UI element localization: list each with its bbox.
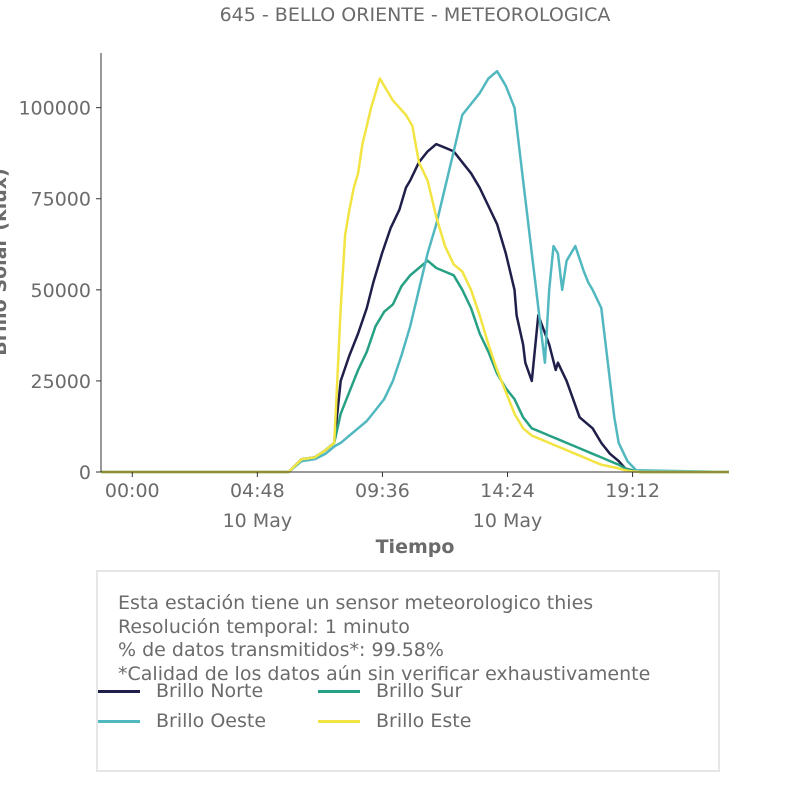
x-tick-label: 04:48 (230, 480, 285, 502)
chart-title: 645 - BELLO ORIENTE - METEOROLOGICA (220, 4, 611, 26)
legend-item-norte: Brillo Norte (98, 680, 263, 702)
x-tick-label: 19:12 (605, 480, 660, 502)
y-tick-label: 100000 (18, 98, 91, 120)
info-line-transmitted: % de datos transmitidos*: 99.58% (118, 639, 444, 661)
legend-swatch-este (318, 719, 360, 723)
info-line-sensor: Esta estación tiene un sensor meteorolog… (118, 592, 594, 614)
x-axis: 00:00 04:48 10 May 09:36 14:24 10 May 19:12 (101, 471, 729, 532)
legend-swatch-sur (318, 689, 360, 693)
chart: 645 - BELLO ORIENTE - METEOROLOGICA 0 250… (0, 4, 730, 558)
info-line-resolution: Resolución temporal: 1 minuto (118, 616, 410, 638)
legend-label-oeste: Brillo Oeste (156, 710, 267, 732)
legend-swatch-norte (98, 689, 140, 693)
x-axis-title: Tiempo (376, 536, 455, 558)
info-line-quality: *Calidad de los datos aún sin verificar … (118, 663, 651, 685)
x-tick-label: 00:00 (105, 480, 160, 502)
y-axis: 0 25000 50000 75000 100000 (18, 53, 102, 484)
legend-label-sur: Brillo Sur (376, 680, 463, 702)
y-axis-title: Brillo Solar (klux) (0, 168, 11, 355)
legend-item-oeste: Brillo Oeste (98, 710, 266, 732)
legend-swatch-oeste (98, 719, 140, 723)
series-line-brillo-este (101, 77, 729, 474)
x-tick-sublabel: 10 May (473, 510, 543, 532)
y-tick-label: 75000 (31, 189, 91, 211)
series-line-brillo-oeste (101, 69, 730, 474)
y-tick-label: 50000 (31, 280, 91, 302)
info-box: Esta estación tiene un sensor meteorolog… (96, 570, 720, 772)
x-tick-label: 09:36 (355, 480, 410, 502)
plot-area (101, 69, 730, 474)
x-tick-label: 14:24 (480, 480, 535, 502)
legend-label-este: Brillo Este (376, 710, 472, 732)
series-line-brillo-sur (101, 259, 729, 474)
y-tick-label: 0 (79, 462, 91, 484)
legend-item-sur: Brillo Sur (318, 680, 462, 702)
x-tick-sublabel: 10 May (223, 510, 293, 532)
legend-label-norte: Brillo Norte (156, 680, 264, 702)
legend-item-este: Brillo Este (318, 710, 471, 732)
series-line-brillo-norte (101, 142, 729, 474)
y-tick-label: 25000 (31, 371, 91, 393)
